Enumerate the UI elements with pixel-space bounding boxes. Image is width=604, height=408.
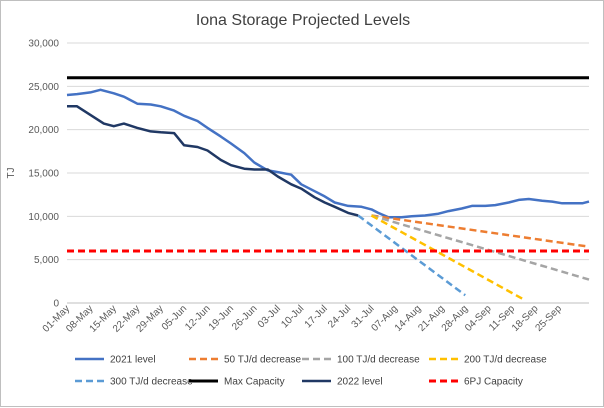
legend-item-300-tj-d-decrease: 300 TJ/d decrease	[75, 377, 193, 388]
series-line-100-tj-d-decrease	[371, 214, 590, 281]
legend-item-100-tj-d-decrease: 100 TJ/d decrease	[302, 355, 420, 366]
y-tick-label: 0	[53, 299, 59, 310]
gridlines	[67, 42, 589, 261]
y-tick-label: 10,000	[28, 212, 59, 223]
plot-area	[66, 76, 590, 302]
legend-label: Max Capacity	[224, 377, 285, 388]
y-axis-label: TJ	[6, 167, 17, 178]
series-line-50-tj-d-decrease	[371, 214, 590, 248]
y-tick-label: 30,000	[28, 39, 59, 50]
legend-item-max-capacity: Max Capacity	[189, 377, 285, 388]
legend-label: 200 TJ/d decrease	[464, 355, 547, 366]
legend-item-6pj-capacity: 6PJ Capacity	[429, 377, 523, 388]
legend-label: 300 TJ/d decrease	[110, 377, 193, 388]
legend-item-2022-level: 2022 level	[302, 377, 383, 388]
x-tick-label: 05-Jun	[160, 303, 189, 332]
x-tick-label: 10-Jul	[279, 303, 306, 330]
series-line-300-tj-d-decrease	[357, 214, 466, 297]
x-tick-label: 03-Jul	[256, 303, 283, 330]
legend-label: 6PJ Capacity	[464, 377, 523, 388]
x-tick-label: 17-Jul	[303, 303, 330, 330]
chart-title: Iona Storage Projected Levels	[196, 12, 410, 29]
legend-label: 2021 level	[110, 355, 156, 366]
x-axis-ticks: 01-May08-May15-May22-May29-May05-Jun12-J…	[41, 303, 565, 335]
legend-item-2021-level: 2021 level	[75, 355, 156, 366]
legend-label: 50 TJ/d decrease	[224, 355, 302, 366]
series-line-200-tj-d-decrease	[370, 214, 527, 302]
legend-item-50-tj-d-decrease: 50 TJ/d decrease	[189, 355, 302, 366]
legend-label: 100 TJ/d decrease	[337, 355, 420, 366]
x-tick-label: 19-Jun	[207, 303, 236, 332]
series-line-2021-level	[66, 88, 590, 219]
x-tick-label: 12-Jun	[183, 303, 212, 332]
legend-label: 2022 level	[337, 377, 383, 388]
y-tick-label: 15,000	[28, 169, 59, 180]
y-tick-label: 25,000	[28, 82, 59, 93]
y-axis-ticks: 0 5,000 10,000 15,000 20,000 25,000 30,000	[28, 39, 59, 310]
legend-item-200-tj-d-decrease: 200 TJ/d decrease	[429, 355, 547, 366]
x-tick-label: 25-Sep	[533, 303, 564, 334]
y-tick-label: 20,000	[28, 125, 59, 136]
x-tick-label: 26-Jun	[230, 303, 259, 332]
x-tick-label: 24-Jul	[326, 303, 353, 330]
series-line-2022-level	[67, 105, 359, 217]
y-tick-label: 5,000	[34, 255, 59, 266]
legend: 2021 level 50 TJ/d decrease 100 TJ/d decre…	[75, 355, 547, 388]
